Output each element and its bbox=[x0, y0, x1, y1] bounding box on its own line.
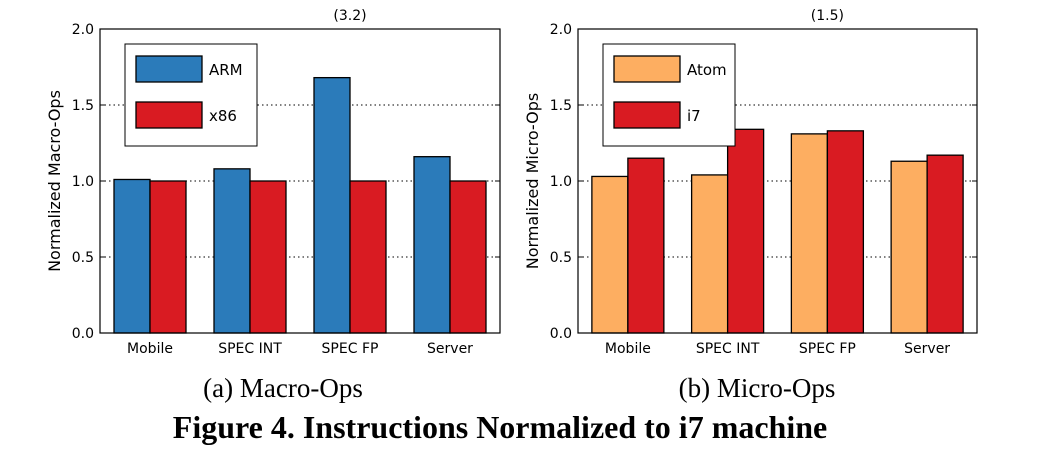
y-tick-label: 1.0 bbox=[550, 174, 572, 190]
x-tick-label: Mobile bbox=[605, 341, 651, 357]
x-tick-label: Server bbox=[904, 341, 950, 357]
y-tick-label: 0.0 bbox=[72, 326, 94, 342]
bar-atom-mobile bbox=[591, 175, 629, 334]
subplot-label-b: (b) Micro-Ops bbox=[679, 373, 836, 403]
bar-arm-mobile bbox=[113, 178, 151, 334]
bar-atom-spec-fp bbox=[790, 133, 829, 334]
y-tick-label: 0.5 bbox=[72, 250, 94, 266]
legend-swatch-arm bbox=[135, 55, 203, 83]
y-axis-label: Normalized Micro-Ops bbox=[523, 93, 542, 269]
chart-macro-ops: 0.0 0.5 1.0 1.5 2.0 Mobile SPEC INT SPEC FP Serv… bbox=[45, 8, 501, 357]
x-tick-label: Mobile bbox=[127, 341, 173, 357]
x-tick-label: SPEC FP bbox=[799, 341, 856, 357]
bar-arm-spec-int bbox=[213, 168, 251, 334]
bar-i7-spec-int bbox=[726, 128, 765, 334]
figure-caption: Figure 4. Instructions Normalized to i7 … bbox=[173, 409, 827, 445]
bar-x86-server bbox=[449, 180, 487, 334]
x-tick-label: SPEC FP bbox=[322, 341, 379, 357]
y-tick-label: 1.5 bbox=[550, 98, 572, 114]
x-tick-label: SPEC INT bbox=[696, 341, 760, 357]
legend-swatch-atom bbox=[613, 55, 681, 83]
y-tick-label: 1.5 bbox=[72, 98, 94, 114]
legend-label-arm: ARM bbox=[209, 61, 243, 79]
overflow-annotation: (1.5) bbox=[811, 8, 844, 24]
y-tick-label: 0.0 bbox=[550, 326, 572, 342]
bar-arm-spec-fp bbox=[313, 76, 351, 334]
x-tick-label: Server bbox=[427, 341, 473, 357]
bar-atom-spec-int bbox=[690, 174, 729, 334]
bar-i7-mobile bbox=[627, 157, 665, 334]
y-tick-label: 2.0 bbox=[72, 22, 94, 38]
overflow-annotation: (3.2) bbox=[333, 8, 366, 24]
bar-x86-mobile bbox=[149, 180, 187, 334]
bar-i7-server bbox=[926, 154, 964, 334]
bar-x86-spec-int bbox=[249, 180, 287, 334]
bar-x86-spec-fp bbox=[349, 180, 387, 334]
y-tick-label: 2.0 bbox=[550, 22, 572, 38]
y-axis-label: Normalized Macro-Ops bbox=[45, 90, 64, 272]
legend-swatch-i7 bbox=[613, 101, 681, 129]
bar-arm-server bbox=[413, 156, 451, 334]
legend-label-atom: Atom bbox=[687, 61, 727, 79]
bar-i7-spec-fp bbox=[826, 130, 865, 334]
subplot-label-a: (a) Macro-Ops bbox=[203, 373, 363, 403]
x-tick-label: SPEC INT bbox=[218, 341, 282, 357]
y-tick-label: 0.5 bbox=[550, 250, 572, 266]
bar-atom-server bbox=[890, 160, 928, 334]
legend-swatch-x86 bbox=[135, 101, 203, 129]
chart-micro-ops: 0.0 0.5 1.0 1.5 2.0 Mobile SPEC INT SPEC FP Serv… bbox=[523, 8, 978, 357]
y-tick-label: 1.0 bbox=[72, 174, 94, 190]
legend-label-i7: i7 bbox=[687, 107, 701, 125]
legend-label-x86: x86 bbox=[209, 107, 237, 125]
